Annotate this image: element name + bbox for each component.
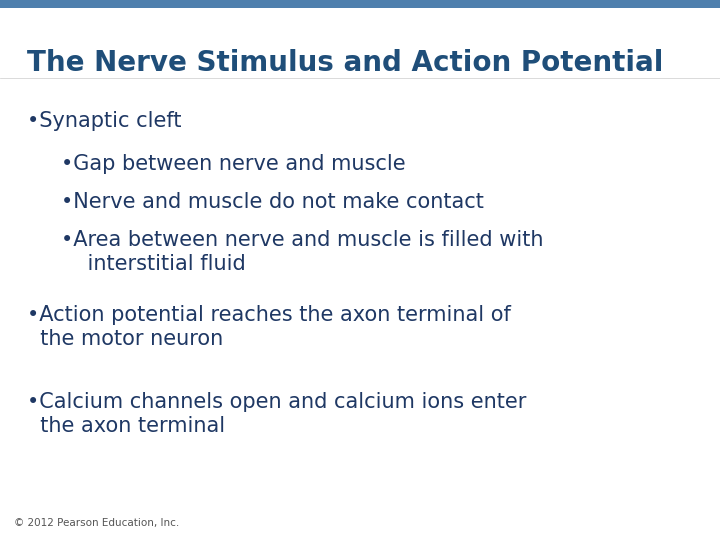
Text: •Synaptic cleft: •Synaptic cleft <box>27 111 182 131</box>
Text: •Action potential reaches the axon terminal of
  the motor neuron: •Action potential reaches the axon termi… <box>27 305 511 349</box>
Bar <box>0 0 720 8</box>
Text: •Calcium channels open and calcium ions enter
  the axon terminal: •Calcium channels open and calcium ions … <box>27 392 527 435</box>
Text: •Nerve and muscle do not make contact: •Nerve and muscle do not make contact <box>61 192 484 212</box>
Text: •Gap between nerve and muscle: •Gap between nerve and muscle <box>61 154 406 174</box>
Text: © 2012 Pearson Education, Inc.: © 2012 Pearson Education, Inc. <box>14 518 180 528</box>
Text: •Area between nerve and muscle is filled with
    interstitial fluid: •Area between nerve and muscle is filled… <box>61 230 544 273</box>
Text: The Nerve Stimulus and Action Potential: The Nerve Stimulus and Action Potential <box>27 49 664 77</box>
